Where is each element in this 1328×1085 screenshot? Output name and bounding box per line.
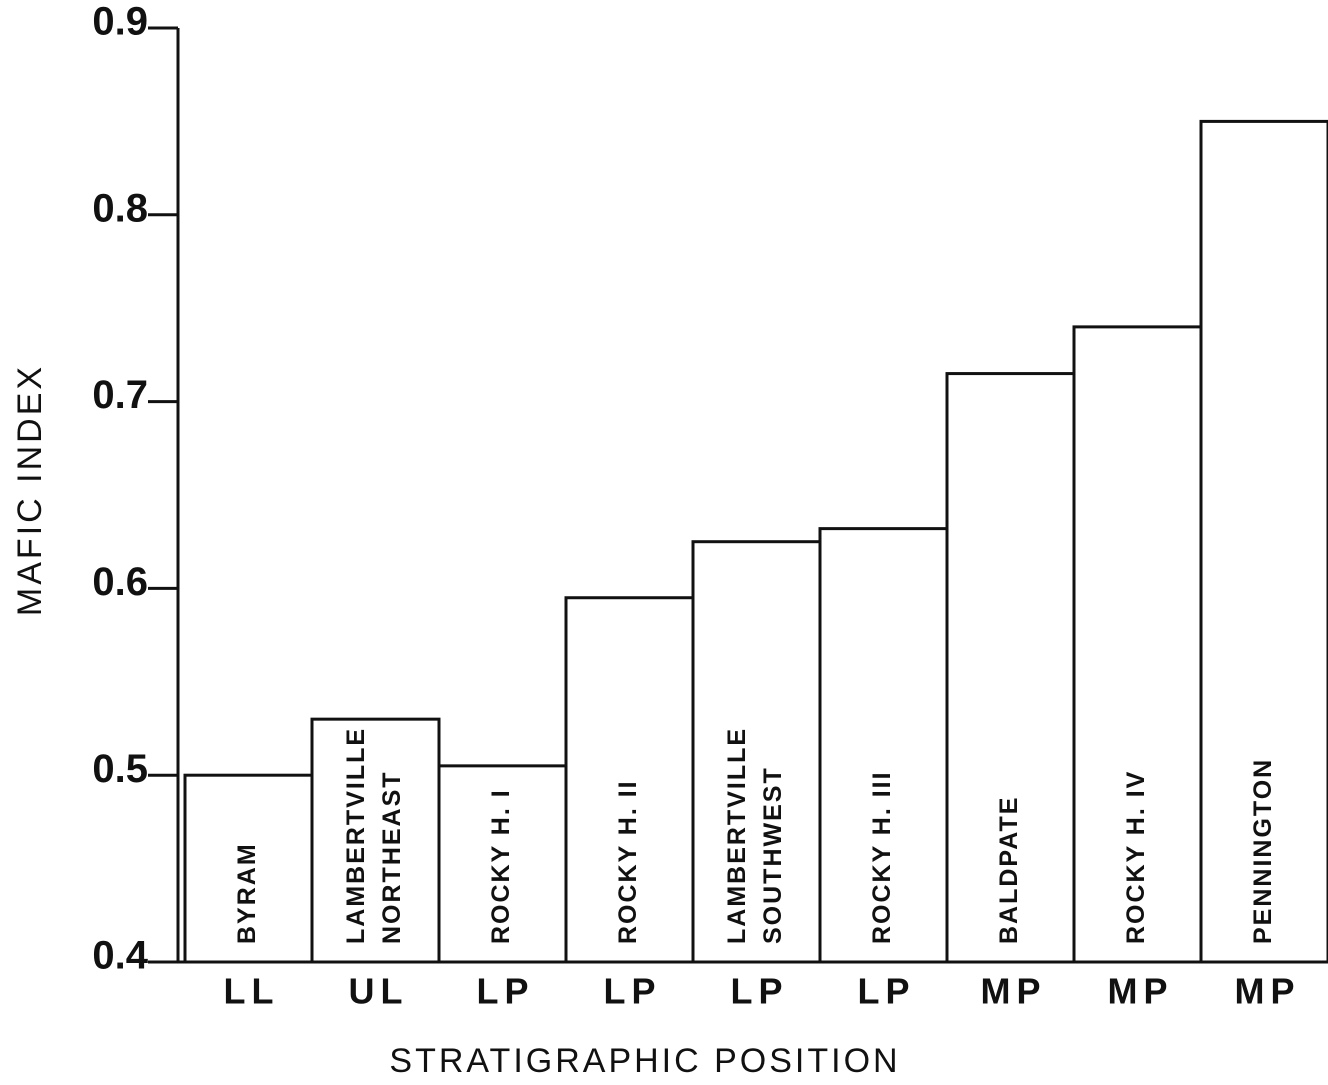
category-label: ROCKY H. I (487, 788, 515, 944)
y-tick-label: 0.9 (92, 0, 148, 44)
y-tick-label: 0.6 (92, 560, 148, 604)
category-label: ROCKY H. III (868, 770, 896, 944)
x-tick-label: UL (349, 971, 409, 1012)
x-axis-title: STRATIGRAPHIC POSITION (389, 1042, 900, 1080)
x-tick-label: LP (857, 971, 915, 1012)
category-label: BALDPATE (995, 796, 1023, 944)
category-label: LAMBERTVILLE (723, 727, 751, 944)
y-tick-label: 0.8 (92, 186, 148, 230)
category-label: SOUTHWEST (759, 766, 787, 944)
bar (1199, 119, 1328, 964)
x-tick-label: MP (1235, 971, 1301, 1012)
category-label: PENNINGTON (1249, 758, 1277, 944)
category-label: ROCKY H. IV (1122, 770, 1150, 944)
category-label: NORTHEAST (378, 770, 406, 944)
bar (691, 540, 822, 964)
x-tick-label: MP (981, 971, 1047, 1012)
x-tick-label: LL (224, 971, 280, 1012)
y-axis-title: MAFIC INDEX (11, 364, 49, 616)
y-tick-label: 0.5 (92, 747, 148, 791)
x-tick-label: LP (603, 971, 661, 1012)
y-tick-label: 0.4 (92, 934, 148, 978)
x-tick-label: MP (1108, 971, 1174, 1012)
bar (310, 717, 441, 964)
x-tick-label: LP (476, 971, 534, 1012)
category-label: BYRAM (233, 842, 261, 944)
category-label: LAMBERTVILLE (342, 727, 370, 944)
category-label: ROCKY H. II (614, 779, 642, 944)
y-tick-label: 0.7 (92, 373, 148, 417)
x-tick-label: LP (730, 971, 788, 1012)
